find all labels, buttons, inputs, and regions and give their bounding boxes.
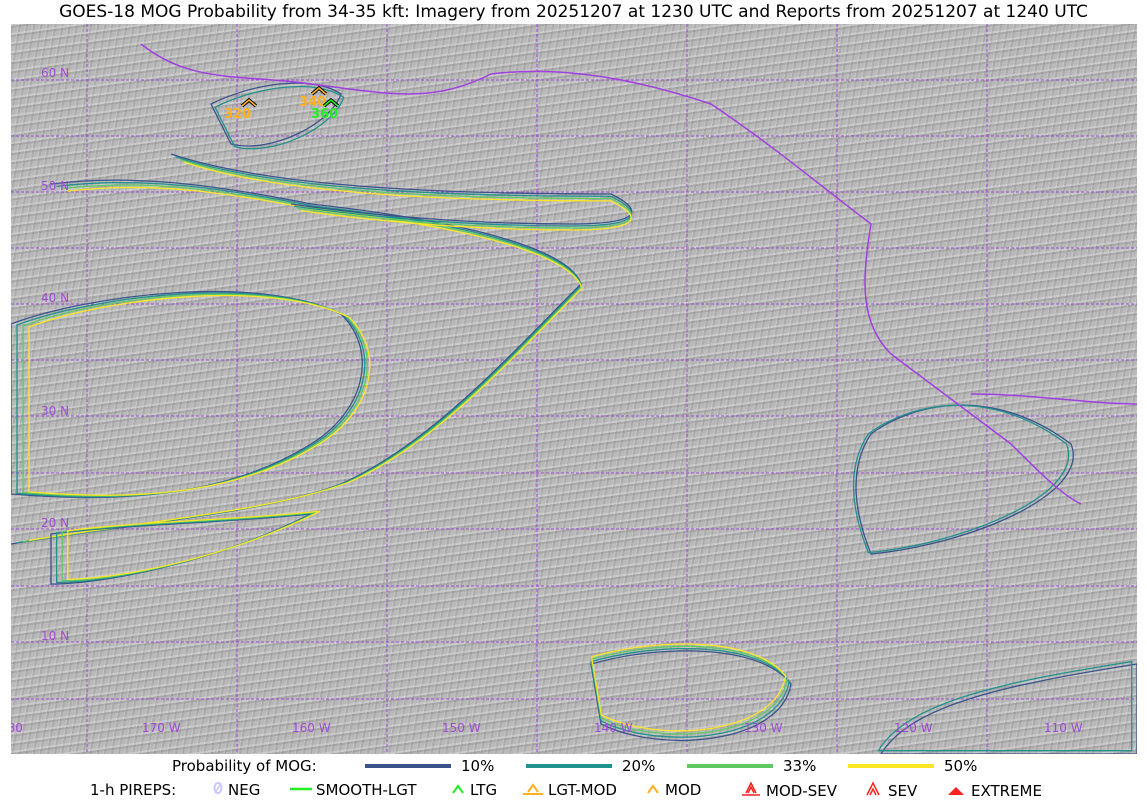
- longitude-label: 120 W: [894, 721, 933, 735]
- pirep-level: 320: [224, 107, 251, 122]
- mog-contour: [590, 650, 792, 741]
- pirep-legend-item: MOD-SEV: [740, 781, 837, 801]
- pirep-legend-text: LTG: [470, 781, 498, 799]
- double-caret-bar-icon: [740, 781, 762, 801]
- longitude-label: 110 W: [1044, 721, 1083, 735]
- mog-contour: [877, 660, 1133, 752]
- prob-legend-label: Probability of MOG:: [172, 757, 317, 775]
- pirep-legend-item: SEV: [862, 781, 917, 801]
- mog-contour: [11, 179, 582, 545]
- pirep-legend-text: SMOOTH-LGT: [316, 781, 417, 799]
- mog-contour: [880, 663, 1137, 754]
- pirep-legend-text: EXTREME: [971, 782, 1042, 800]
- mog-contour: [50, 513, 312, 585]
- line-swatch: [526, 764, 612, 768]
- pirep-marker: 360: [311, 97, 340, 122]
- pirep-legend-item: EXTREME: [945, 781, 1042, 801]
- mog-contour: [175, 156, 633, 227]
- latitude-label: 50 N: [41, 179, 70, 193]
- pirep-legend-text: SEV: [888, 782, 918, 800]
- pirep-legend-item: NEG: [212, 781, 260, 799]
- prob-legend-item: 10%: [365, 757, 494, 775]
- probability-legend: Probability of MOG: 10% 20% 33% 50%: [0, 757, 1147, 777]
- line-swatch: [848, 764, 934, 768]
- longitude-label: 160 W: [292, 721, 331, 735]
- dash-icon: [290, 781, 312, 799]
- filled-triangle-icon: [945, 781, 967, 801]
- mog-contour: [170, 153, 633, 225]
- prob-legend-text: 10%: [461, 757, 495, 775]
- longitude-label: 130 W: [744, 721, 783, 735]
- pirep-legend-text: MOD: [665, 781, 702, 799]
- mog-contour: [16, 292, 366, 498]
- caret-icon: [450, 781, 466, 799]
- mog-contour: [179, 158, 632, 229]
- latitude-label: 60 N: [41, 66, 70, 80]
- mog-contour: [28, 186, 583, 542]
- mog-contour: [590, 647, 790, 738]
- pirep-marker: 340: [299, 85, 328, 110]
- mog-contour: [852, 404, 1070, 554]
- mog-contour: [184, 161, 632, 231]
- pirep-legend-label: 1-h PIREPS:: [90, 781, 177, 799]
- pirep-marker: 320: [224, 97, 258, 122]
- longitude-label: 140 W: [594, 721, 633, 735]
- longitude-label: 170 W: [142, 721, 181, 735]
- mog-contour: [590, 643, 787, 732]
- mog-contour: [28, 294, 371, 496]
- mog-contour: [214, 85, 345, 150]
- line-swatch: [687, 764, 773, 768]
- mog-contour: [11, 291, 363, 499]
- coastline: [140, 43, 1137, 505]
- prob-legend-item: 20%: [526, 757, 655, 775]
- prob-legend-text: 50%: [944, 757, 978, 775]
- slashed-circle-icon: [212, 781, 224, 799]
- pirep-level: 340: [299, 95, 326, 110]
- mog-contour: [67, 510, 321, 580]
- caret-bar-icon: [522, 781, 544, 799]
- prob-legend-item: 50%: [848, 757, 977, 775]
- longitude-label: 150 W: [442, 721, 481, 735]
- latitude-label: 20 N: [41, 516, 70, 530]
- mog-contour: [590, 645, 789, 735]
- prob-legend-text: 20%: [622, 757, 656, 775]
- latitude-label: 30 N: [41, 404, 70, 418]
- pirep-legend-item: MOD: [645, 781, 701, 799]
- prob-legend-text: 33%: [783, 757, 817, 775]
- double-caret-icon: [862, 781, 884, 801]
- line-swatch: [365, 764, 451, 768]
- figure-title: GOES-18 MOG Probability from 34-35 kft: …: [59, 2, 1088, 22]
- pirep-legend-text: NEG: [228, 781, 261, 799]
- pirep-legend: 1-h PIREPS: NEG SMOOTH-LGT LTG LGT-MOD MOD MO…: [0, 781, 1147, 801]
- pirep-legend-text: LGT-MOD: [548, 781, 617, 799]
- pirep-legend-item: LGT-MOD: [522, 781, 617, 799]
- pirep-legend-item: SMOOTH-LGT: [290, 781, 417, 799]
- longitude-label: 180: [11, 721, 23, 735]
- pirep-level: 360: [311, 107, 338, 122]
- latitude-label: 40 N: [41, 291, 70, 305]
- mog-contour: [210, 82, 342, 147]
- caret-icon: [645, 781, 661, 799]
- prob-legend-item: 33%: [687, 757, 816, 775]
- pirep-legend-text: MOD-SEV: [766, 782, 837, 800]
- latitude-label: 10 N: [41, 629, 70, 643]
- pirep-legend-item: LTG: [450, 781, 497, 799]
- mog-contour: [22, 293, 368, 497]
